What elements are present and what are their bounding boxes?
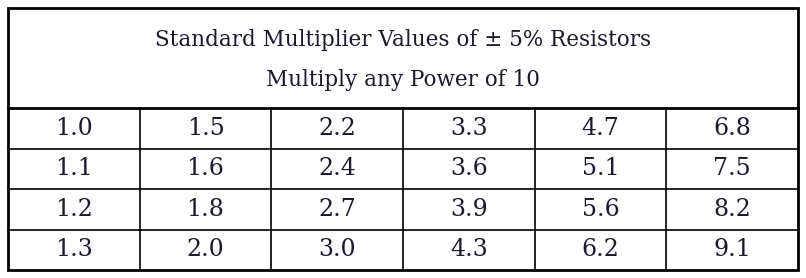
Text: 1.3: 1.3	[55, 238, 93, 261]
Text: 9.1: 9.1	[713, 238, 751, 261]
Text: 5.6: 5.6	[582, 198, 619, 221]
Text: 2.0: 2.0	[187, 238, 224, 261]
Text: 4.3: 4.3	[450, 238, 488, 261]
Text: 1.0: 1.0	[55, 117, 93, 140]
Text: 1.5: 1.5	[187, 117, 224, 140]
Text: 1.2: 1.2	[55, 198, 93, 221]
Text: 6.8: 6.8	[713, 117, 751, 140]
Text: Multiply any Power of 10: Multiply any Power of 10	[266, 69, 540, 91]
Text: 3.6: 3.6	[450, 157, 488, 180]
Text: 3.9: 3.9	[450, 198, 488, 221]
Text: 1.6: 1.6	[186, 157, 224, 180]
Text: 1.8: 1.8	[186, 198, 224, 221]
Text: 3.3: 3.3	[450, 117, 488, 140]
Text: 5.1: 5.1	[582, 157, 619, 180]
Text: 1.1: 1.1	[55, 157, 93, 180]
Text: 4.7: 4.7	[582, 117, 619, 140]
Text: Standard Multiplier Values of ± 5% Resistors: Standard Multiplier Values of ± 5% Resis…	[155, 29, 651, 51]
Text: 2.7: 2.7	[318, 198, 356, 221]
Text: 6.2: 6.2	[582, 238, 620, 261]
Text: 3.0: 3.0	[318, 238, 356, 261]
Text: 2.2: 2.2	[318, 117, 356, 140]
Text: 8.2: 8.2	[713, 198, 751, 221]
Text: 2.4: 2.4	[318, 157, 356, 180]
Text: 7.5: 7.5	[713, 157, 751, 180]
